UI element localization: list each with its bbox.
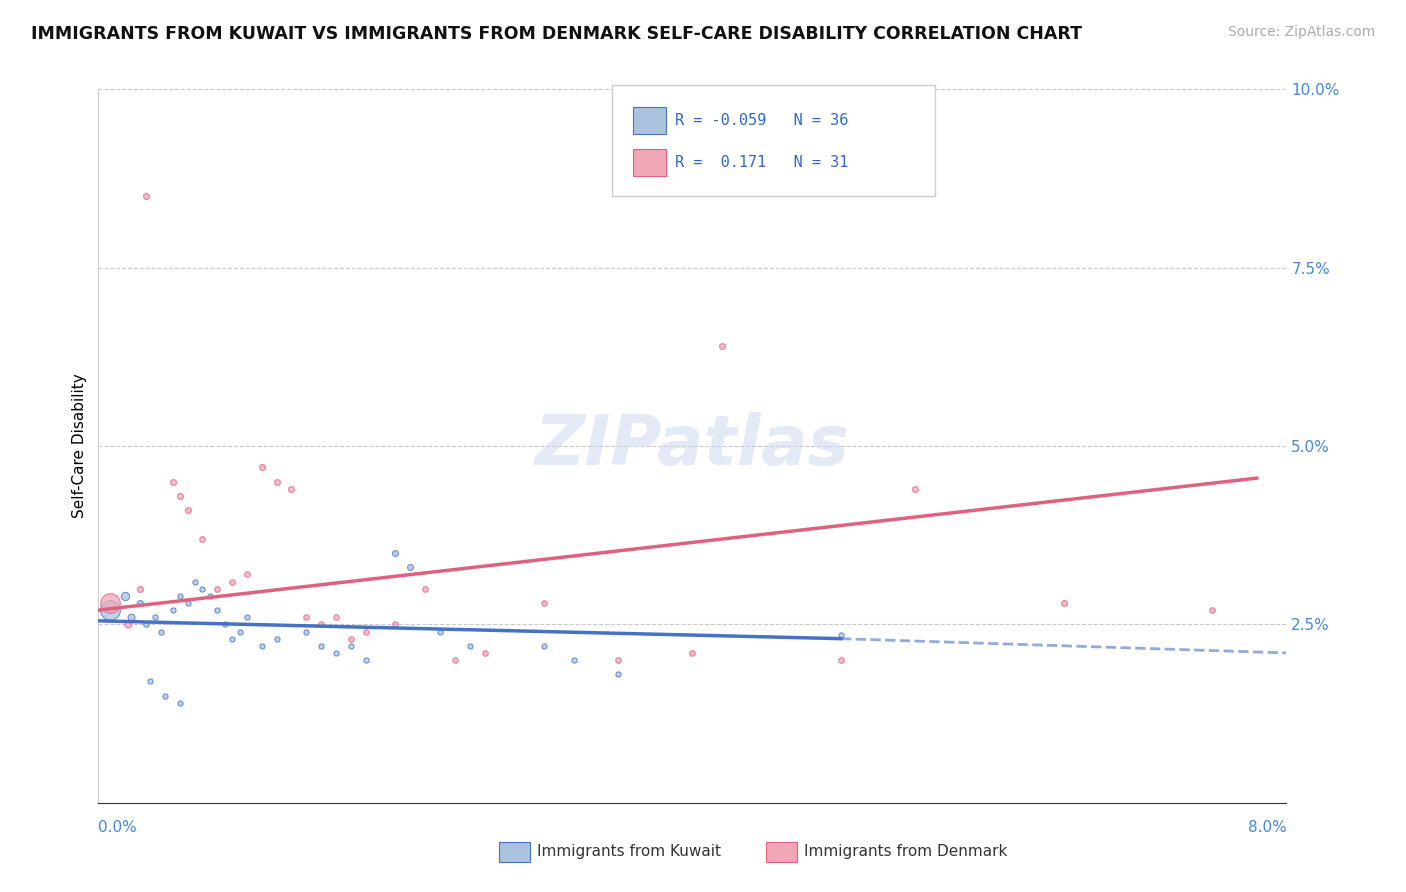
Point	[325, 610, 347, 624]
Point	[184, 574, 207, 589]
Point	[354, 624, 377, 639]
Point	[114, 589, 136, 603]
Point	[236, 567, 259, 582]
Point	[135, 617, 157, 632]
Point	[309, 639, 332, 653]
Point	[607, 667, 630, 681]
Point	[207, 603, 229, 617]
Point	[533, 639, 555, 653]
Point	[120, 610, 142, 624]
Point	[155, 689, 177, 703]
Point	[250, 460, 273, 475]
Point	[354, 653, 377, 667]
Point	[830, 628, 852, 642]
Point	[169, 696, 191, 710]
Point	[176, 596, 198, 610]
Point	[429, 624, 451, 639]
Point	[149, 624, 172, 639]
Point	[162, 475, 184, 489]
Point	[176, 503, 198, 517]
Point	[162, 603, 184, 617]
Point	[191, 582, 214, 596]
Point	[711, 339, 734, 353]
Point	[325, 646, 347, 660]
Text: Immigrants from Denmark: Immigrants from Denmark	[804, 845, 1008, 859]
Point	[207, 582, 229, 596]
Text: ZIPatlas: ZIPatlas	[534, 412, 851, 480]
Point	[266, 475, 288, 489]
Point	[399, 560, 422, 574]
Point	[117, 617, 139, 632]
Point	[228, 624, 250, 639]
Text: 0.0%: 0.0%	[98, 821, 138, 835]
Point	[309, 617, 332, 632]
Y-axis label: Self-Care Disability: Self-Care Disability	[72, 374, 87, 518]
Point	[266, 632, 288, 646]
Point	[607, 653, 630, 667]
Point	[562, 653, 585, 667]
Text: 8.0%: 8.0%	[1247, 821, 1286, 835]
Point	[682, 646, 704, 660]
Point	[129, 596, 152, 610]
Point	[1201, 603, 1223, 617]
Point	[139, 674, 162, 689]
Point	[280, 482, 302, 496]
Point	[533, 596, 555, 610]
Point	[250, 639, 273, 653]
Point	[198, 589, 221, 603]
Text: Immigrants from Kuwait: Immigrants from Kuwait	[537, 845, 721, 859]
Text: IMMIGRANTS FROM KUWAIT VS IMMIGRANTS FROM DENMARK SELF-CARE DISABILITY CORRELATI: IMMIGRANTS FROM KUWAIT VS IMMIGRANTS FRO…	[31, 25, 1083, 43]
Point	[904, 482, 927, 496]
Point	[384, 546, 406, 560]
Point	[340, 632, 363, 646]
Point	[474, 646, 496, 660]
Point	[1053, 596, 1076, 610]
Point	[384, 617, 406, 632]
Point	[214, 617, 236, 632]
Text: R = -0.059   N = 36: R = -0.059 N = 36	[675, 113, 848, 128]
Point	[169, 489, 191, 503]
Text: R =  0.171   N = 31: R = 0.171 N = 31	[675, 155, 848, 169]
Point	[191, 532, 214, 546]
Point	[295, 610, 318, 624]
Point	[129, 582, 152, 596]
Point	[143, 610, 166, 624]
Point	[221, 632, 243, 646]
Text: Source: ZipAtlas.com: Source: ZipAtlas.com	[1227, 25, 1375, 39]
Point	[413, 582, 436, 596]
Point	[458, 639, 481, 653]
Point	[295, 624, 318, 639]
Point	[135, 189, 157, 203]
Point	[98, 603, 121, 617]
Point	[221, 574, 243, 589]
Point	[830, 653, 852, 667]
Point	[169, 589, 191, 603]
Point	[444, 653, 467, 667]
Point	[236, 610, 259, 624]
Point	[98, 596, 121, 610]
Point	[340, 639, 363, 653]
